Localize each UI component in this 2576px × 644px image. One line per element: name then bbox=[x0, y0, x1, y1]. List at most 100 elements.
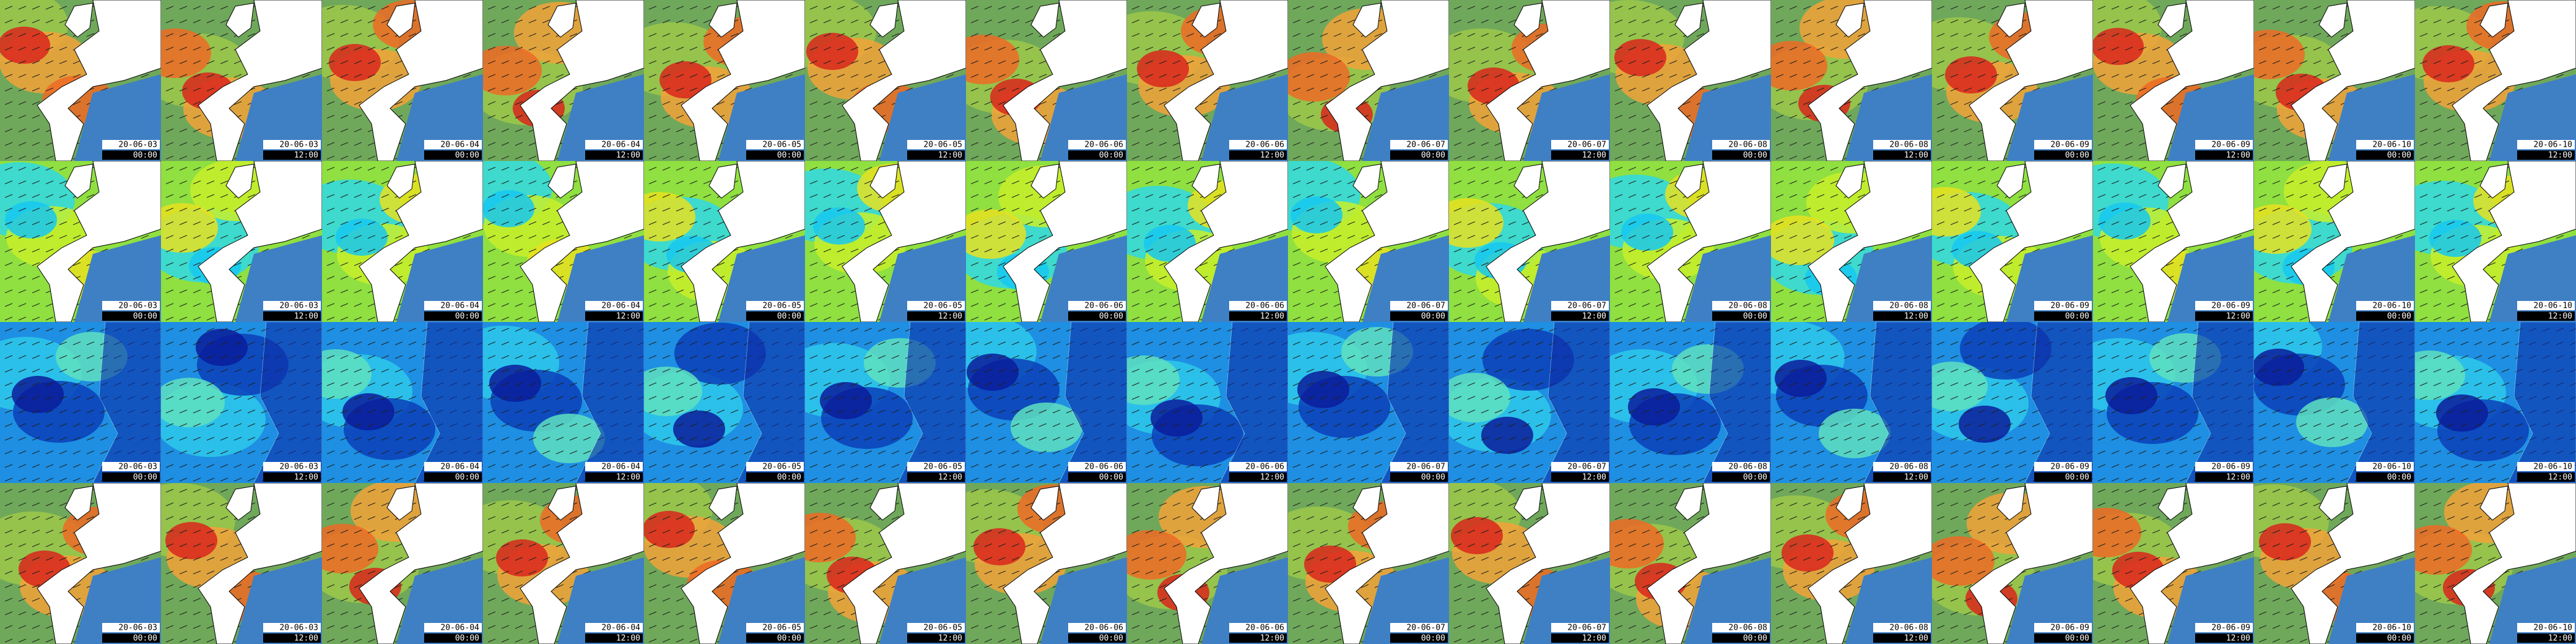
wind-arrow bbox=[487, 262, 496, 266]
wind-arrow bbox=[1306, 248, 1315, 253]
wind-arrow bbox=[850, 303, 859, 307]
time-label: 00:00 bbox=[133, 151, 157, 160]
wind-arrow bbox=[1614, 33, 1623, 37]
wind-arrow bbox=[1038, 235, 1047, 239]
wind-arrow bbox=[394, 74, 403, 78]
wind-arrow bbox=[1306, 87, 1315, 92]
wind-arrow bbox=[1789, 221, 1798, 225]
wind-arrow bbox=[624, 74, 632, 78]
wind-arrow bbox=[1481, 221, 1489, 225]
wind-arrow bbox=[2125, 167, 2133, 171]
wind-arrow bbox=[837, 167, 845, 171]
date-label-bg bbox=[907, 301, 965, 310]
wind-arrow bbox=[1494, 19, 1503, 24]
sea-area bbox=[396, 235, 483, 322]
wind-arrow bbox=[1306, 276, 1315, 280]
wind-arrow bbox=[1131, 46, 1140, 51]
wind-arrow bbox=[45, 194, 54, 198]
wind-arrow bbox=[676, 46, 684, 51]
wind-arrow bbox=[703, 194, 711, 198]
wind-arrow bbox=[2433, 33, 2442, 37]
wind-arrow bbox=[809, 46, 818, 51]
wind-arrow bbox=[1614, 19, 1623, 24]
wind-arrow bbox=[367, 155, 376, 160]
wind-arrow bbox=[501, 101, 510, 105]
wind-arrow bbox=[1775, 194, 1784, 198]
wind-arrow bbox=[2313, 19, 2321, 24]
time-label: 00:00 bbox=[1743, 312, 1767, 321]
wind-arrow bbox=[18, 221, 27, 225]
wind-arrow bbox=[206, 303, 215, 307]
wind-arrow bbox=[1991, 194, 1999, 198]
date-label-bg bbox=[585, 140, 643, 149]
wind-arrow bbox=[326, 115, 335, 119]
wind-arrow bbox=[179, 19, 188, 24]
wind-arrow bbox=[1964, 101, 1972, 105]
wind-arrow bbox=[2313, 60, 2321, 64]
field-patch bbox=[644, 192, 695, 242]
wind-arrow bbox=[1614, 60, 1623, 64]
wind-arrow bbox=[2165, 60, 2174, 64]
wind-arrow bbox=[354, 194, 362, 198]
wind-arrow bbox=[1199, 74, 1208, 78]
wind-arrow bbox=[676, 87, 684, 92]
wind-arrow bbox=[1803, 87, 1811, 92]
wind-arrow bbox=[1292, 46, 1301, 51]
wind-arrow bbox=[1159, 289, 1167, 294]
wind-arrow bbox=[1453, 142, 1462, 146]
wind-arrow bbox=[2487, 60, 2496, 64]
wind-arrow bbox=[1964, 142, 1972, 146]
wind-arrow bbox=[515, 46, 523, 51]
wind-arrow bbox=[1803, 167, 1811, 171]
wind-arrow bbox=[1025, 167, 1033, 171]
land-area bbox=[198, 0, 322, 161]
wind-arrow bbox=[1614, 262, 1623, 266]
date-label-bg bbox=[1229, 140, 1287, 149]
wind-arrow bbox=[501, 235, 510, 239]
time-label-bg bbox=[1551, 311, 1609, 321]
wind-arrow bbox=[1789, 235, 1798, 239]
wind-arrow bbox=[381, 207, 389, 212]
wind-arrow bbox=[528, 33, 537, 37]
wind-arrow bbox=[2556, 74, 2564, 78]
wind-arrow bbox=[2272, 60, 2281, 64]
wind-arrow bbox=[1172, 248, 1181, 253]
wind-arrow bbox=[18, 180, 27, 185]
wind-arrow bbox=[809, 180, 818, 185]
land-area bbox=[2157, 2, 2187, 38]
wind-arrow bbox=[367, 235, 376, 239]
wind-arrow bbox=[32, 221, 40, 225]
wind-arrow bbox=[2125, 142, 2133, 146]
wind-arrow bbox=[2272, 180, 2281, 185]
wind-arrow bbox=[864, 194, 872, 198]
wind-arrow bbox=[1816, 248, 1825, 253]
wind-arrow bbox=[1145, 303, 1154, 307]
wind-arrow bbox=[2419, 303, 2428, 307]
wind-arrow bbox=[1803, 316, 1811, 321]
wind-arrow bbox=[970, 276, 979, 280]
wind-arrow bbox=[1669, 19, 1677, 24]
wind-arrow bbox=[984, 155, 993, 160]
wind-arrow bbox=[2313, 6, 2321, 10]
wind-arrow bbox=[676, 262, 684, 266]
wind-arrow bbox=[2299, 46, 2308, 51]
wind-arrow bbox=[1789, 303, 1798, 307]
wind-arrow bbox=[1374, 33, 1383, 37]
wind-arrow bbox=[1789, 276, 1798, 280]
time-label: 12:00 bbox=[2226, 151, 2250, 160]
wind-arrow bbox=[18, 46, 27, 51]
wind-arrow bbox=[2515, 248, 2523, 253]
wind-arrow bbox=[1306, 235, 1315, 239]
wind-arrow bbox=[1011, 207, 1020, 212]
wind-arrow bbox=[1066, 87, 1074, 92]
wind-arrow bbox=[864, 221, 872, 225]
wind-arrow bbox=[515, 74, 523, 78]
wind-arrow bbox=[1453, 207, 1462, 212]
land-area bbox=[1352, 163, 1382, 199]
wind-arrow bbox=[1011, 6, 1020, 10]
wind-arrow bbox=[1642, 194, 1650, 198]
wind-arrow bbox=[689, 74, 698, 78]
date-label-bg bbox=[102, 301, 160, 310]
